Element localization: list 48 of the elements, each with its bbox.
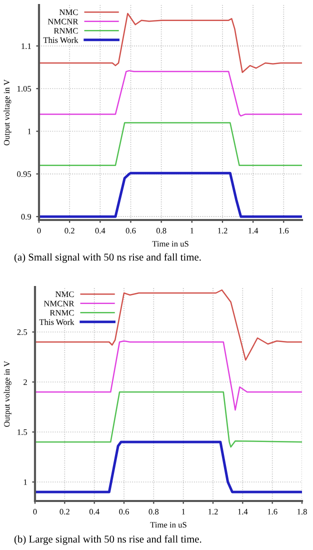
legend-label: NMCNR — [48, 18, 78, 24]
x-tick-label: 0 — [33, 508, 37, 515]
legend-label: NMCNR — [44, 300, 74, 306]
text: (a) Small signal with 50 ns rise and fall time. — [14, 253, 201, 263]
x-tick-label: 1.6 — [268, 508, 278, 515]
line-series — [35, 340, 302, 411]
x-tick-label: 0.4 — [95, 228, 106, 234]
x-tick-label: 1.2 — [208, 508, 218, 515]
line-series — [35, 391, 302, 448]
x-tick-label: 0.4 — [89, 508, 100, 515]
x-tick-label: 1.8 — [298, 508, 307, 515]
y-tick-label: 1 — [28, 128, 31, 134]
y-axis-title: Output voltage in V — [4, 360, 12, 427]
x-tick-label: 0.8 — [148, 508, 159, 515]
x-tick-label: 1.2 — [218, 228, 228, 234]
y-tick-label: 0.9 — [21, 214, 32, 220]
y-tick-label: 1 — [24, 479, 27, 485]
line-series — [39, 70, 302, 117]
legend-label: RNMC — [50, 310, 74, 316]
text: (b) Large signal with 50 ns rise and fall time. — [14, 535, 202, 545]
x-tick-label: 1 — [190, 228, 194, 234]
x-tick-label: 0.6 — [119, 508, 129, 515]
line-series — [35, 440, 302, 494]
legend-label: This Work — [39, 319, 74, 325]
legend-label: RNMC — [54, 28, 78, 34]
y-tick-label: 0.95 — [17, 171, 32, 177]
x-tick-label: 1.4 — [248, 228, 258, 234]
x-tick-label: 0.6 — [126, 228, 136, 234]
x-tick-label: 0 — [37, 228, 41, 234]
x-tick-label: 0.8 — [156, 228, 166, 234]
x-tick-label: 0.2 — [60, 508, 70, 515]
line-series — [39, 172, 302, 218]
x-axis-title: Time in uS — [152, 241, 188, 247]
y-axis-title: Output voltage in V — [4, 79, 12, 146]
legend-label: This Work — [43, 37, 78, 43]
y-tick-label: 1.05 — [18, 86, 32, 92]
x-tick-label: 1 — [182, 508, 185, 514]
x-tick-label: 1.4 — [238, 508, 248, 515]
y-tick-label: 1.5 — [18, 429, 28, 436]
legend-label: NMC — [59, 9, 78, 16]
x-tick-label: 0.2 — [64, 228, 74, 234]
y-tick-label: 1.1 — [22, 43, 31, 49]
y-tick-label: 2.5 — [17, 329, 28, 336]
x-axis-title: Time in uS — [150, 522, 186, 528]
legend-label: NMC — [55, 291, 74, 298]
x-tick-label: 1.6 — [279, 228, 289, 234]
y-tick-label: 2 — [24, 379, 27, 385]
line-series — [35, 289, 302, 361]
